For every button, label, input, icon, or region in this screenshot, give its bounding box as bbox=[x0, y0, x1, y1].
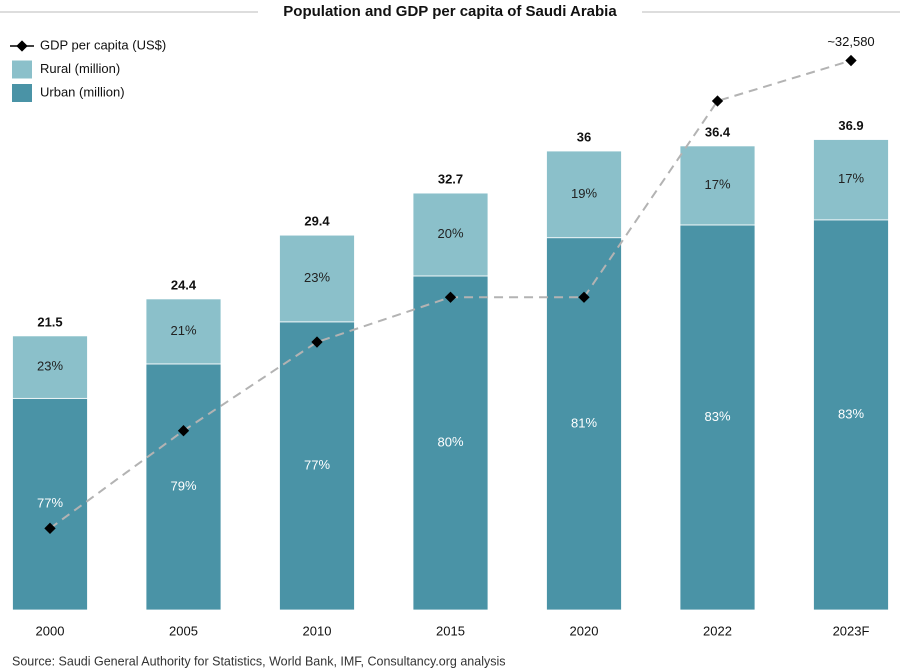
bar-segment bbox=[813, 139, 889, 221]
bar-segment bbox=[546, 150, 622, 239]
gdp-marker bbox=[177, 425, 190, 437]
bar-segment bbox=[813, 219, 889, 611]
bar-segment bbox=[145, 298, 222, 365]
percent-sign: % bbox=[585, 186, 597, 201]
share-label: 20% bbox=[437, 226, 463, 241]
legend-label: Urban (million) bbox=[40, 84, 125, 99]
share-label: 23% bbox=[304, 270, 330, 285]
percent-sign: % bbox=[318, 270, 330, 285]
share-label: 19% bbox=[571, 186, 597, 201]
share-label: 81% bbox=[571, 415, 597, 430]
x-tick-label: 2022 bbox=[703, 623, 732, 638]
share-label: 79% bbox=[170, 478, 196, 493]
total-label: 36.9 bbox=[838, 118, 863, 133]
share-label: 17% bbox=[704, 177, 730, 192]
percent-sign: % bbox=[719, 177, 731, 192]
gdp-value-label: ~32,580 bbox=[827, 34, 874, 49]
share-label: 21% bbox=[170, 323, 196, 338]
total-label: 32.7 bbox=[438, 172, 463, 187]
chart-title: Population and GDP per capita of Saudi A… bbox=[283, 3, 617, 20]
gdp-marker bbox=[444, 291, 457, 303]
gdp-marker bbox=[578, 291, 590, 303]
total-label: 24.4 bbox=[171, 277, 197, 292]
gdp-marker bbox=[711, 95, 724, 107]
bar-segment bbox=[12, 397, 88, 611]
percent-sign: % bbox=[719, 409, 731, 424]
x-tick-label: 2020 bbox=[570, 623, 599, 638]
percent-sign: % bbox=[185, 323, 197, 338]
bar-segment bbox=[12, 335, 88, 399]
bar-segment bbox=[679, 145, 756, 226]
bar-segment bbox=[279, 321, 355, 611]
share-label: 23% bbox=[37, 359, 63, 374]
gdp-marker bbox=[44, 522, 56, 534]
x-tick-label: 2010 bbox=[303, 623, 332, 638]
total-label: 36 bbox=[577, 129, 591, 144]
bar-segment bbox=[679, 224, 756, 611]
percent-sign: % bbox=[51, 359, 63, 374]
source-note: Source: Saudi General Authority for Stat… bbox=[12, 654, 506, 668]
x-tick-label: 2023F bbox=[833, 623, 870, 638]
percent-sign: % bbox=[452, 226, 464, 241]
share-label: 77% bbox=[304, 457, 330, 472]
gdp-marker bbox=[311, 336, 323, 348]
share-label: 80% bbox=[437, 434, 463, 449]
total-label: 21.5 bbox=[37, 314, 62, 329]
bar-segment bbox=[279, 234, 355, 323]
total-label: 36.4 bbox=[705, 124, 731, 139]
bar-segment bbox=[145, 363, 222, 611]
legend-label: GDP per capita (US$) bbox=[40, 37, 166, 52]
gdp-marker bbox=[845, 54, 857, 67]
legend-label: Rural (million) bbox=[40, 61, 120, 76]
percent-sign: % bbox=[852, 406, 864, 421]
share-label: 17% bbox=[838, 171, 864, 186]
percent-sign: % bbox=[452, 434, 464, 449]
percent-sign: % bbox=[852, 171, 864, 186]
bar-segment bbox=[412, 192, 489, 277]
share-label: 83% bbox=[838, 406, 864, 421]
share-label: 83% bbox=[704, 409, 730, 424]
percent-sign: % bbox=[51, 496, 63, 511]
total-label: 29.4 bbox=[304, 214, 330, 229]
legend-swatch bbox=[12, 84, 32, 102]
percent-sign: % bbox=[585, 415, 597, 430]
x-tick-label: 2015 bbox=[436, 623, 465, 638]
x-tick-label: 2000 bbox=[36, 623, 65, 638]
x-tick-label: 2005 bbox=[169, 623, 198, 638]
percent-sign: % bbox=[185, 478, 197, 493]
legend-swatch bbox=[12, 60, 32, 79]
percent-sign: % bbox=[318, 457, 330, 472]
bar-segment bbox=[412, 275, 489, 611]
share-label: 77% bbox=[37, 496, 63, 511]
legend-marker bbox=[16, 40, 28, 52]
